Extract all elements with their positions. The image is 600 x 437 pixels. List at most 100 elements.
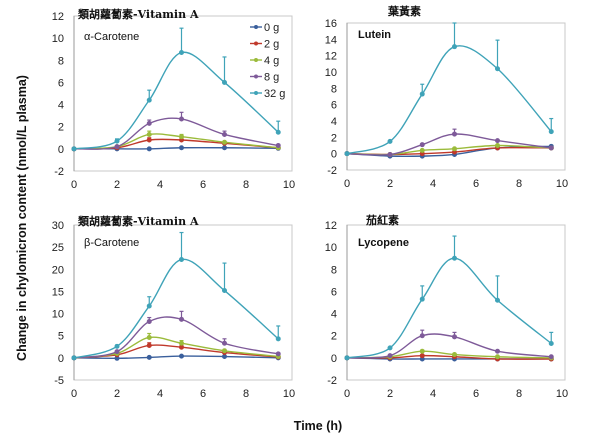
panel-subtitle: α-Carotene — [84, 31, 139, 43]
panel-title: 類胡蘿蔔素-Vitamin A — [77, 7, 199, 21]
data-point — [548, 129, 554, 135]
y-tick-label: 5 — [58, 331, 64, 343]
y-tick-label: 8 — [58, 55, 64, 67]
legend: 0 g 2 g 4 g 8 g 32 g — [250, 22, 285, 100]
series-line — [346, 257, 552, 359]
x-tick-label: 6 — [473, 388, 479, 400]
y-tick-label: 2 — [331, 331, 337, 343]
data-point — [494, 354, 500, 360]
series-line — [73, 133, 279, 150]
series-line — [346, 333, 552, 359]
data-point — [179, 340, 185, 346]
y-tick-label: 10 — [325, 242, 337, 254]
series-32g — [344, 22, 554, 157]
series-8g — [71, 310, 281, 361]
y-tick-label: 4 — [331, 116, 337, 128]
data-point — [451, 131, 457, 137]
data-point — [451, 44, 457, 50]
data-point — [146, 319, 152, 325]
series-line — [346, 133, 552, 156]
series-line — [74, 146, 279, 150]
data-point — [222, 340, 228, 346]
chart-panel-bottom-left: -5 0 5 10 15 20 25 30 0 2 4 6 8 10 類胡蘿蔔素-Vitamin A β-Ca… — [52, 214, 295, 400]
data-point — [179, 316, 185, 322]
x-tick-label: 0 — [71, 388, 77, 400]
data-point — [387, 138, 393, 144]
y-tick-label: -2 — [54, 166, 64, 178]
data-point — [548, 145, 554, 151]
data-point — [419, 333, 425, 339]
data-point — [146, 342, 152, 348]
data-point — [222, 288, 228, 294]
legend-marker — [254, 74, 258, 79]
series-line — [73, 344, 279, 359]
y-tick-label: 6 — [58, 77, 64, 89]
y-tick-label: 30 — [52, 220, 64, 232]
panel-title: 葉黃素 — [387, 4, 421, 18]
data-point — [275, 143, 281, 149]
series-line — [73, 316, 279, 359]
panel-subtitle: β-Carotene — [84, 237, 139, 249]
x-tick-label: 8 — [243, 179, 249, 191]
legend-item: 0 g — [250, 22, 279, 34]
data-point — [114, 138, 120, 144]
x-tick-label: 0 — [71, 179, 77, 191]
panel-title: 茄紅素 — [365, 213, 399, 227]
data-point — [275, 351, 281, 357]
data-point — [146, 97, 152, 103]
x-tick-label: 6 — [473, 178, 479, 190]
legend-item: 2 g — [250, 39, 279, 51]
data-point — [275, 129, 281, 135]
x-tick-label: 10 — [283, 388, 295, 400]
data-point — [451, 352, 457, 358]
y-tick-label: 0 — [331, 353, 337, 365]
y-tick-label: 6 — [331, 286, 337, 298]
y-tick-label: 6 — [331, 100, 337, 112]
data-point — [146, 334, 152, 340]
data-point — [222, 79, 228, 85]
y-tick-label: -2 — [327, 165, 337, 177]
data-point — [146, 303, 152, 309]
legend-item: 4 g — [250, 55, 279, 67]
x-tick-label: 4 — [430, 388, 436, 400]
data-point — [387, 151, 393, 157]
data-point — [451, 146, 457, 152]
data-point — [146, 354, 152, 360]
series-32g — [71, 27, 281, 152]
panel-subtitle: Lutein — [358, 29, 391, 41]
x-tick-label: 8 — [243, 388, 249, 400]
data-point — [222, 131, 228, 137]
series-line — [73, 336, 279, 359]
x-tick-label: 2 — [114, 179, 120, 191]
x-tick-label: 0 — [344, 388, 350, 400]
y-tick-label: 8 — [331, 264, 337, 276]
series-8g — [344, 329, 554, 361]
y-tick-label: 2 — [58, 122, 64, 134]
y-tick-label: 0 — [58, 353, 64, 365]
series-line — [73, 355, 279, 360]
data-point — [451, 255, 457, 261]
series-line — [73, 51, 279, 150]
data-point — [387, 353, 393, 359]
series-32g — [71, 231, 281, 361]
x-tick-label: 10 — [556, 388, 568, 400]
x-tick-label: 2 — [114, 388, 120, 400]
y-tick-label: 2 — [331, 132, 337, 144]
x-tick-label: 4 — [157, 179, 163, 191]
legend-marker — [254, 58, 258, 62]
x-tick-label: 10 — [283, 179, 295, 191]
data-point — [222, 348, 228, 354]
data-point — [419, 91, 425, 97]
data-point — [451, 334, 457, 340]
y-tick-label: -5 — [54, 375, 64, 387]
legend-item: 32 g — [250, 88, 285, 100]
data-point — [179, 145, 185, 151]
data-point — [179, 134, 185, 140]
legend-label: 32 g — [264, 88, 285, 100]
data-point — [222, 139, 228, 145]
x-tick-label: 0 — [344, 178, 350, 190]
data-point — [179, 353, 185, 359]
legend-marker — [254, 91, 258, 95]
data-point — [222, 145, 228, 151]
legend-marker — [254, 41, 258, 46]
